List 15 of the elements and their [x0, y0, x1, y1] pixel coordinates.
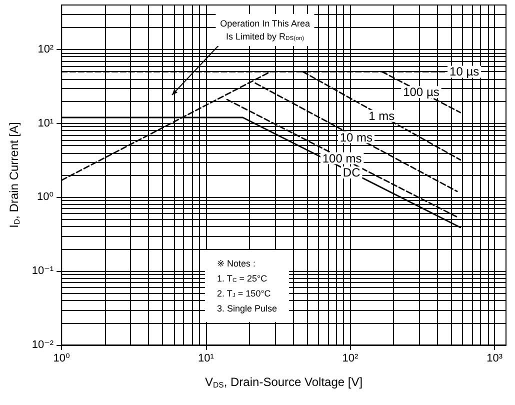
x-tick-label: 10²	[342, 352, 359, 364]
y-tick-label: 10⁻²	[32, 339, 54, 351]
series-label: 1 ms	[368, 108, 395, 123]
y-tick-label: 10²	[38, 43, 54, 56]
y-tick-label: 10⁰	[36, 191, 54, 204]
y-tick-label: 10⁻¹	[32, 265, 54, 278]
series-label: 10 µs	[450, 64, 480, 79]
series-label: 100 µs	[403, 85, 440, 100]
series-label: 10 ms	[340, 130, 373, 144]
series-label: 100 ms	[322, 151, 362, 166]
x-tick-label: 10⁰	[53, 352, 71, 364]
y-tick-label: 10¹	[38, 117, 54, 130]
x-tick-label: 10¹	[198, 352, 214, 364]
series-label: DC	[342, 165, 361, 180]
x-tick-label: 10³	[486, 352, 503, 364]
